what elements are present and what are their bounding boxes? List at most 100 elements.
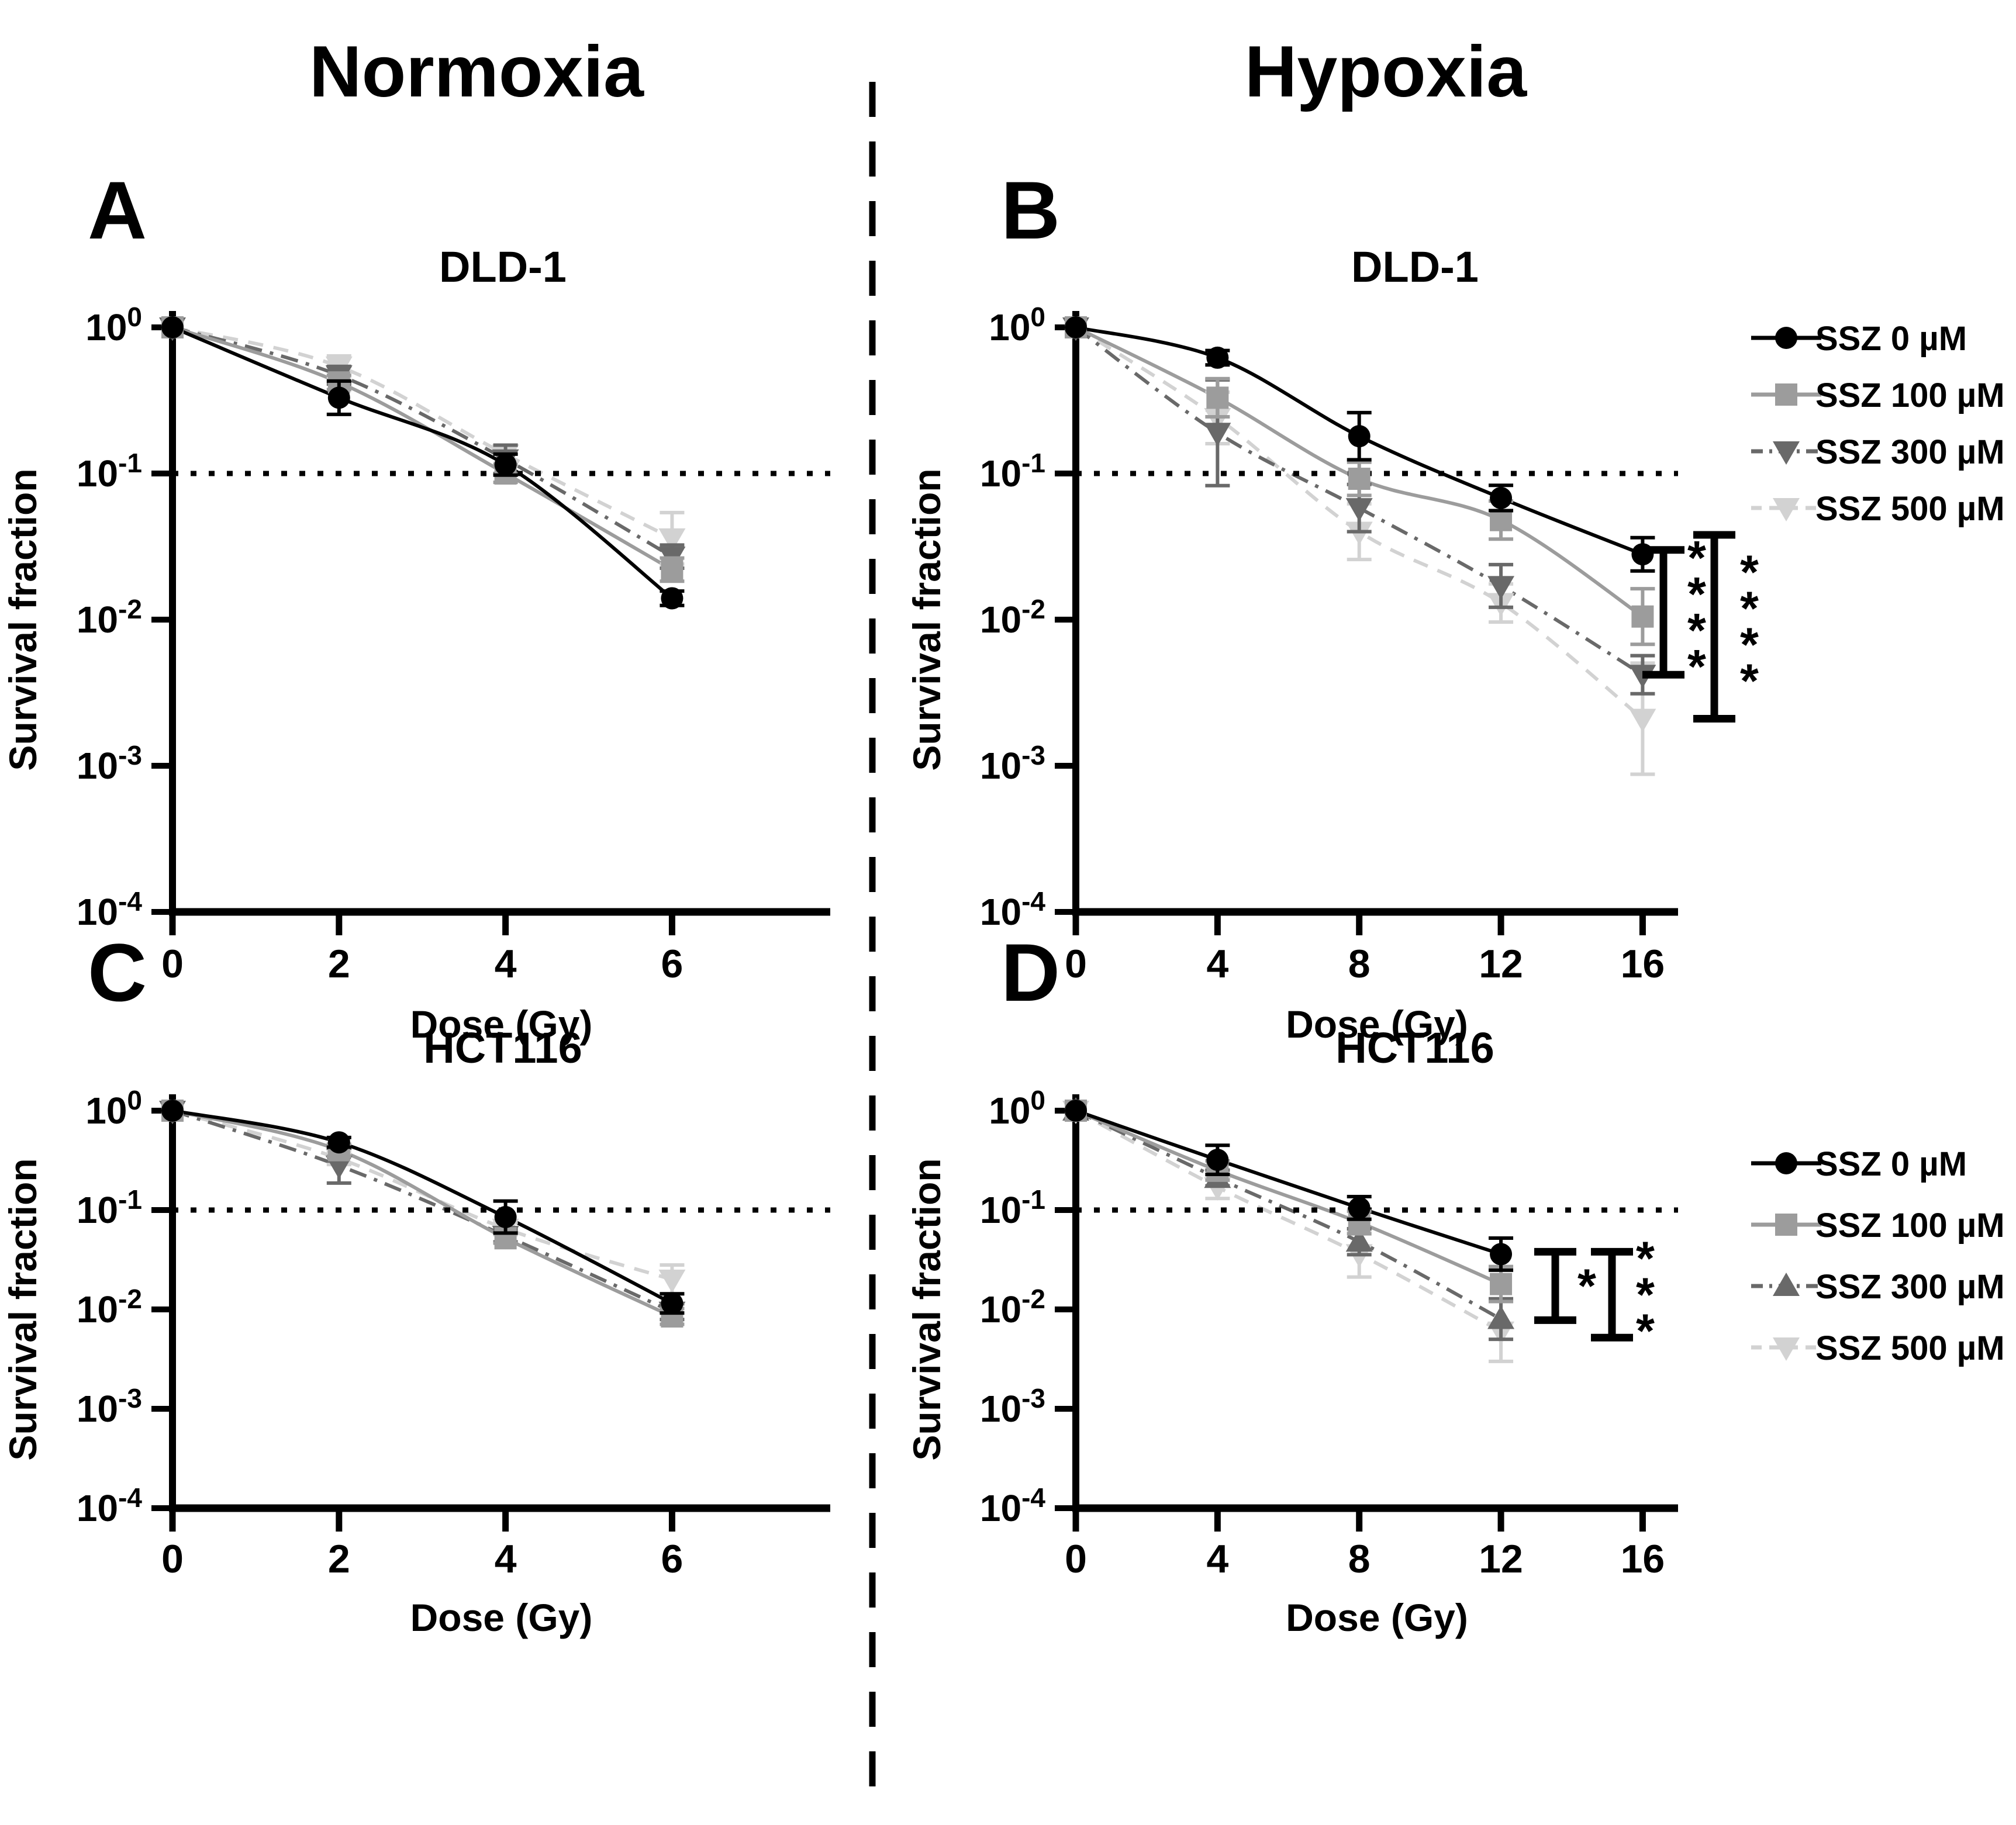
x-tick-label: 16	[1621, 942, 1665, 986]
significance-bar: * * * *	[1642, 531, 1706, 693]
significance-bar: *	[1534, 1247, 1596, 1324]
series-line-ssz-100-um	[1075, 1109, 1502, 1286]
circle-marker	[1065, 316, 1087, 338]
column-title-hypoxia: Hypoxia	[1245, 32, 1527, 112]
x-tick-label: 2	[328, 942, 350, 986]
y-tick-label: 10-3	[980, 1383, 1045, 1430]
series-line-ssz-0-um	[171, 326, 674, 600]
square-marker	[1631, 605, 1654, 628]
legend-item-ssz-100-um: SSZ 100 µM	[1751, 376, 2005, 414]
y-tick-label: 100	[85, 302, 142, 348]
x-tick-label: 16	[1621, 1537, 1665, 1581]
series-line-ssz-100-um	[172, 1109, 673, 1318]
legend-label: SSZ 300 µM	[1815, 433, 2005, 471]
square-marker	[1775, 1214, 1797, 1236]
triangle-down-marker	[1773, 441, 1800, 465]
x-tick-label: 0	[161, 942, 184, 986]
panel-b: B DLD-1 100 10-1 10-2 10-3 10-4 0 4 8 12 16 Survival…	[905, 164, 2005, 1046]
legend-label: SSZ 100 µM	[1815, 1207, 2005, 1245]
y-tick-label: 10-2	[77, 1284, 142, 1330]
y-tick-label: 10-4	[980, 886, 1046, 933]
circle-marker	[1775, 327, 1797, 349]
y-tick-label: 100	[85, 1085, 142, 1132]
panel-letter: A	[88, 164, 147, 256]
triangle-down-marker	[1345, 498, 1373, 522]
x-axis-label: Dose (Gy)	[410, 1596, 593, 1639]
panel-title: DLD-1	[439, 243, 567, 291]
legend-item-ssz-500-um: SSZ 500 µM	[1751, 490, 2005, 528]
series-line-ssz-0-um	[1075, 1109, 1501, 1256]
y-tick-label: 10-3	[980, 740, 1045, 787]
circle-marker	[494, 453, 517, 476]
y-tick-label: 10-1	[980, 448, 1045, 495]
series-points-ssz-0-um	[161, 316, 685, 610]
series-line-ssz-500-um	[172, 326, 673, 540]
triangle-down-marker	[658, 528, 686, 552]
legend-label: SSZ 500 µM	[1815, 490, 2005, 528]
y-axis-label: Survival fraction	[1, 1158, 44, 1460]
series-points-ssz-300-um	[159, 1101, 686, 1325]
significance-stars: * * * *	[1687, 531, 1706, 693]
legend: SSZ 0 µM SSZ 100 µM SSZ 300 µM SSZ 500 µM	[1751, 320, 2005, 528]
column-title-normoxia: Normoxia	[309, 32, 644, 112]
y-tick-label: 100	[989, 1085, 1045, 1132]
x-tick-label: 4	[495, 942, 517, 986]
x-tick-label: 0	[161, 1537, 184, 1581]
y-tick-label: 10-2	[980, 1284, 1045, 1330]
x-axis-label: Dose (Gy)	[410, 1003, 593, 1046]
series-line-ssz-0-um	[172, 1109, 673, 1305]
square-marker	[1490, 509, 1513, 531]
circle-marker	[327, 1131, 350, 1154]
legend-item-ssz-300-um: SSZ 300 µM	[1751, 1268, 2005, 1306]
panel-c: C HCT116 100 10-1 10-2 10-3 10-4 0 2 4 6 Survival f…	[1, 927, 830, 1639]
legend-label: SSZ 500 µM	[1815, 1329, 2005, 1367]
series-points-ssz-0-um	[161, 1100, 685, 1315]
series-line-ssz-300-um	[172, 326, 673, 558]
panel-title: DLD-1	[1351, 243, 1479, 291]
triangle-down-marker	[1204, 423, 1231, 447]
panel-title: HCT116	[423, 1024, 582, 1072]
legend-item-ssz-0-um: SSZ 0 µM	[1751, 1145, 1967, 1183]
triangle-up-marker	[1345, 1228, 1373, 1252]
legend-label: SSZ 300 µM	[1815, 1268, 2005, 1306]
x-tick-label: 12	[1479, 942, 1523, 986]
panels-group: A DLD-1 100 10-1 10-2 10-3 10-4 0 2 4 6 Survival fr…	[1, 164, 2005, 1639]
legend-label: SSZ 0 µM	[1815, 320, 1967, 358]
legend-label: SSZ 0 µM	[1815, 1145, 1967, 1183]
x-tick-label: 0	[1065, 942, 1087, 986]
circle-marker	[161, 1100, 184, 1122]
circle-marker	[1490, 486, 1513, 509]
triangle-down-marker	[1773, 498, 1800, 521]
circle-marker	[661, 587, 683, 610]
y-tick-label: 10-2	[980, 594, 1045, 641]
y-tick-label: 10-1	[77, 448, 142, 495]
circle-marker	[1775, 1152, 1797, 1174]
series-line-ssz-300-um	[1075, 1109, 1502, 1321]
legend-item-ssz-500-um: SSZ 500 µM	[1751, 1329, 2005, 1367]
x-tick-label: 4	[1206, 942, 1228, 986]
legend-item-ssz-0-um: SSZ 0 µM	[1751, 320, 1967, 358]
panel-letter: D	[1001, 927, 1060, 1018]
x-tick-label: 4	[495, 1537, 517, 1581]
y-tick-label: 10-3	[77, 1383, 142, 1430]
significance-stars: * * * *	[1740, 546, 1759, 708]
circle-marker	[1065, 1100, 1087, 1122]
panel-title: HCT116	[1335, 1024, 1494, 1072]
circle-marker	[1348, 425, 1371, 448]
y-tick-label: 10-1	[980, 1184, 1045, 1231]
x-tick-label: 12	[1479, 1537, 1523, 1581]
panel-letter: B	[1001, 164, 1060, 256]
series-points-ssz-0-um	[1065, 1100, 1514, 1272]
y-axis-label: Survival fraction	[905, 468, 948, 770]
significance-stars: *	[1577, 1260, 1596, 1313]
x-axis-label: Dose (Gy)	[1286, 1003, 1468, 1046]
legend: SSZ 0 µM SSZ 100 µM SSZ 300 µM SSZ 500 µM	[1751, 1145, 2005, 1367]
triangle-down-marker	[658, 1269, 686, 1293]
square-marker	[1490, 1273, 1513, 1295]
circle-marker	[1206, 346, 1229, 369]
circle-marker	[1206, 1149, 1229, 1171]
triangle-down-marker	[1629, 708, 1656, 732]
panel-letter: C	[88, 927, 147, 1018]
x-tick-label: 4	[1206, 1537, 1228, 1581]
